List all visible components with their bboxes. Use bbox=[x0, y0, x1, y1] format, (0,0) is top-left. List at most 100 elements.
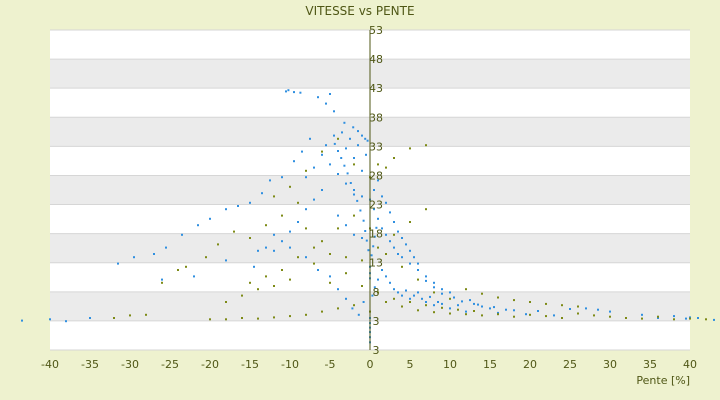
data-point bbox=[177, 269, 179, 271]
data-point bbox=[361, 285, 363, 287]
data-point bbox=[301, 150, 303, 153]
data-point bbox=[537, 310, 539, 312]
x-tick-label: 25 bbox=[563, 358, 577, 371]
data-point bbox=[401, 265, 403, 268]
data-point bbox=[401, 237, 403, 239]
data-point bbox=[305, 227, 307, 230]
data-point bbox=[265, 224, 267, 227]
data-point bbox=[373, 189, 375, 191]
data-point bbox=[545, 315, 547, 318]
data-point bbox=[393, 288, 395, 291]
data-point bbox=[409, 262, 411, 265]
data-point bbox=[241, 317, 243, 319]
data-point bbox=[457, 304, 459, 307]
data-point bbox=[366, 139, 369, 142]
data-point bbox=[233, 230, 235, 233]
x-tick-label: 40 bbox=[683, 358, 697, 371]
data-point bbox=[305, 256, 307, 259]
data-point bbox=[325, 102, 327, 105]
data-point bbox=[465, 310, 467, 313]
data-point bbox=[257, 288, 259, 291]
data-point bbox=[197, 224, 199, 227]
data-point bbox=[273, 233, 275, 236]
data-point bbox=[365, 153, 367, 156]
data-point bbox=[417, 278, 419, 281]
data-point bbox=[417, 309, 419, 312]
data-point bbox=[333, 134, 335, 137]
data-point bbox=[433, 291, 435, 294]
data-point bbox=[365, 239, 368, 242]
data-point bbox=[337, 288, 339, 291]
data-point bbox=[225, 208, 227, 211]
data-point bbox=[409, 301, 411, 303]
data-point bbox=[341, 131, 343, 134]
data-point bbox=[364, 137, 367, 140]
data-point bbox=[321, 310, 323, 313]
data-point bbox=[145, 313, 147, 316]
x-tick-label: 15 bbox=[483, 358, 497, 371]
data-point bbox=[425, 304, 427, 307]
data-point bbox=[497, 296, 499, 299]
data-point bbox=[477, 303, 479, 306]
data-point bbox=[305, 208, 307, 211]
data-point bbox=[393, 246, 395, 249]
data-point bbox=[313, 166, 315, 169]
data-point bbox=[265, 246, 267, 249]
data-point bbox=[289, 246, 291, 249]
data-point bbox=[697, 317, 699, 319]
data-point bbox=[352, 126, 355, 129]
data-point bbox=[333, 110, 335, 113]
data-point bbox=[181, 233, 183, 236]
data-point bbox=[397, 291, 399, 294]
data-point bbox=[609, 315, 611, 318]
data-point bbox=[529, 313, 531, 316]
data-point bbox=[385, 275, 387, 278]
data-point bbox=[49, 318, 51, 321]
data-point bbox=[641, 313, 643, 316]
data-point bbox=[133, 256, 135, 259]
data-point bbox=[345, 272, 347, 275]
data-point bbox=[305, 169, 307, 172]
data-point bbox=[449, 297, 451, 300]
data-point bbox=[357, 144, 359, 147]
x-tick-label: -30 bbox=[121, 358, 139, 371]
data-point bbox=[362, 219, 365, 222]
data-point bbox=[165, 246, 167, 249]
data-point bbox=[473, 310, 475, 312]
data-point bbox=[337, 137, 339, 140]
data-point bbox=[225, 318, 227, 321]
data-point bbox=[362, 301, 365, 303]
data-point bbox=[401, 294, 403, 297]
data-point bbox=[345, 224, 347, 227]
data-point bbox=[361, 259, 363, 262]
data-point bbox=[343, 121, 346, 124]
data-point bbox=[513, 315, 515, 318]
data-points bbox=[21, 89, 715, 344]
data-point bbox=[441, 306, 443, 309]
y-tick-label: 3 bbox=[373, 315, 380, 328]
data-point bbox=[393, 233, 395, 236]
x-tick-label: 0 bbox=[367, 358, 374, 371]
data-point bbox=[421, 297, 423, 300]
data-point bbox=[217, 243, 219, 246]
data-point bbox=[481, 305, 483, 308]
x-tick-label: -25 bbox=[161, 358, 179, 371]
data-point bbox=[249, 237, 251, 239]
x-tick-label: -40 bbox=[41, 358, 59, 371]
data-point bbox=[441, 302, 443, 305]
data-point bbox=[433, 281, 435, 284]
data-point bbox=[353, 189, 355, 191]
y-tick-label: 53 bbox=[369, 24, 383, 37]
data-point bbox=[577, 312, 579, 315]
data-point bbox=[409, 221, 411, 223]
y-tick-label: 38 bbox=[369, 111, 383, 124]
data-point bbox=[349, 137, 351, 140]
data-point bbox=[337, 214, 339, 217]
data-point bbox=[257, 317, 259, 320]
data-point bbox=[441, 292, 443, 295]
data-point bbox=[289, 230, 291, 233]
data-point bbox=[449, 312, 451, 315]
data-point bbox=[345, 256, 347, 259]
data-point bbox=[367, 249, 370, 252]
